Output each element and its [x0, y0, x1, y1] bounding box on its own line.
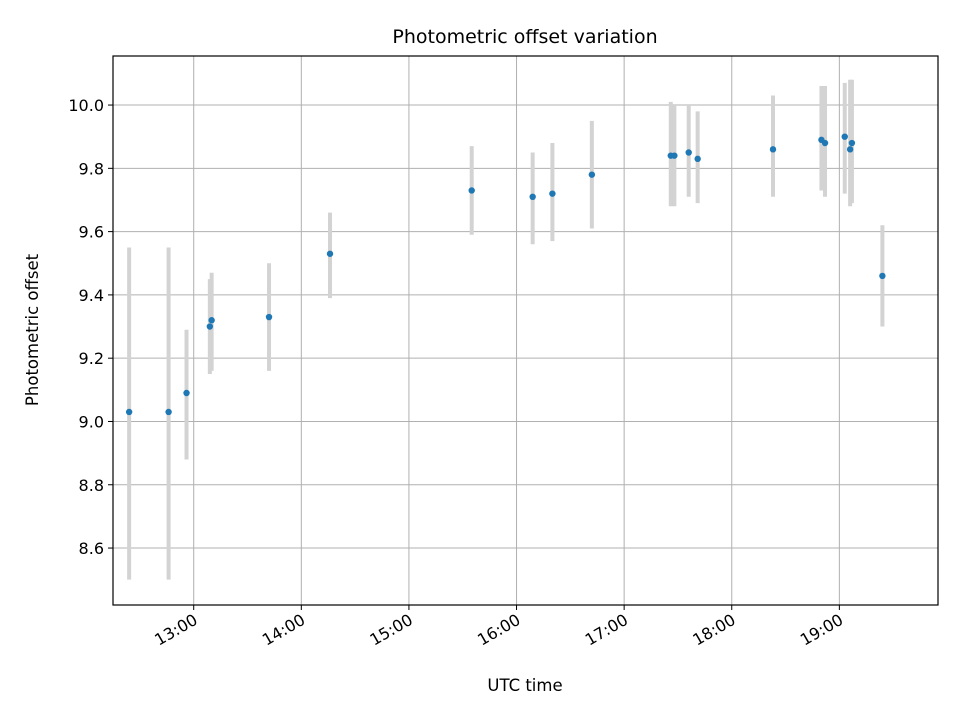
- data-point: [468, 187, 475, 194]
- data-point: [846, 146, 854, 153]
- data-point: [879, 272, 886, 280]
- data-point: [125, 408, 133, 416]
- data-point: [821, 139, 829, 147]
- y-tick-label: 9.8: [79, 159, 104, 178]
- data-point: [206, 323, 214, 330]
- y-tick-label: 9.4: [79, 286, 104, 305]
- data-point: [265, 313, 273, 321]
- x-axis-label: UTC time: [487, 676, 562, 695]
- y-tick-label: 10.0: [68, 96, 104, 115]
- grid: [113, 56, 938, 605]
- data-point: [165, 408, 172, 416]
- plot-area: [112, 55, 939, 606]
- y-tick-label: 9.0: [79, 412, 104, 431]
- data-point: [529, 193, 536, 201]
- y-tick-label: 9.2: [79, 349, 104, 368]
- data-point: [183, 389, 190, 397]
- data-point: [848, 139, 856, 147]
- y-axis-ticks: 8.6 8.8 9.0 9.2 9.4 9.6 9.8 10.0: [68, 96, 113, 558]
- y-axis-label: Photometric offset: [23, 253, 42, 406]
- chart-title: Photometric offset variation: [392, 26, 657, 48]
- y-tick-label: 8.6: [79, 539, 104, 558]
- data-point: [588, 171, 596, 178]
- data-points: [125, 133, 886, 416]
- axes-background: [113, 56, 938, 605]
- axes-frame: [112, 55, 939, 606]
- data-point: [769, 146, 777, 153]
- data-point: [326, 250, 334, 257]
- data-point: [694, 155, 701, 163]
- data-point: [549, 190, 556, 197]
- y-tick-label: 9.6: [79, 223, 104, 242]
- y-tick-label: 8.8: [79, 476, 104, 495]
- data-point: [208, 317, 215, 324]
- data-point: [671, 152, 678, 159]
- data-point: [841, 133, 848, 140]
- data-point: [685, 149, 692, 156]
